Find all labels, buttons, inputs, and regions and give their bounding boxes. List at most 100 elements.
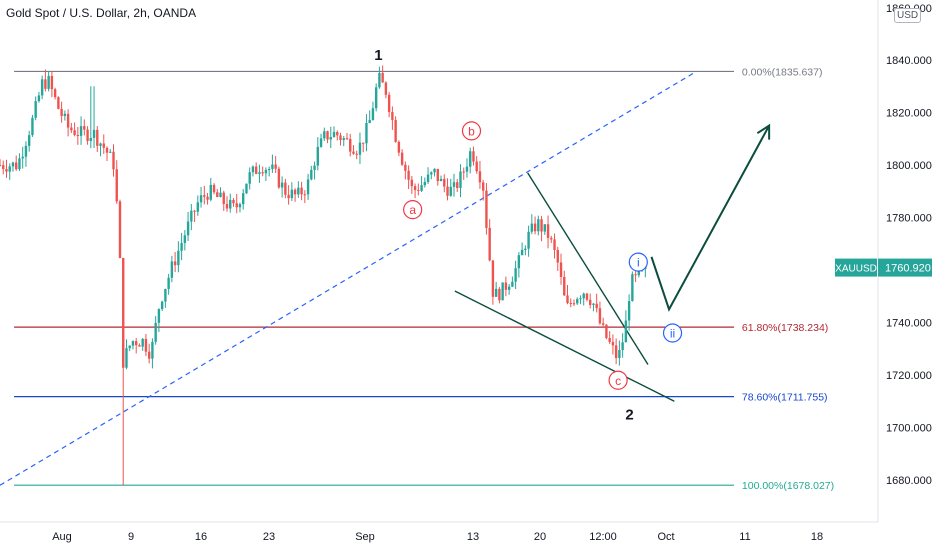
- candle-body: [449, 186, 452, 196]
- y-tick-label: 1840.000: [886, 55, 932, 67]
- candle-body: [8, 166, 11, 172]
- last-price-badge: [878, 258, 932, 277]
- candle-body: [138, 345, 141, 347]
- candle-body: [598, 308, 602, 324]
- candle-body: [475, 161, 478, 172]
- wave-label-b: b: [468, 124, 475, 138]
- candle-body: [439, 178, 443, 182]
- x-tick-label: 23: [263, 531, 275, 543]
- candle-body: [319, 138, 323, 147]
- candle-body: [222, 192, 225, 204]
- candle-body: [342, 138, 345, 141]
- candle-body: [287, 194, 290, 199]
- candle-body: [60, 108, 63, 116]
- candle-body: [524, 248, 527, 250]
- candle-body: [199, 195, 203, 203]
- candle-body: [381, 72, 384, 83]
- candle-body: [478, 171, 482, 183]
- candle-body: [112, 151, 115, 170]
- candle-body: [24, 145, 28, 157]
- candle-body: [494, 288, 498, 297]
- candle-body: [235, 203, 238, 208]
- candle-body: [92, 129, 96, 138]
- wave-label-1: 1: [374, 47, 382, 64]
- x-tick-label: 13: [467, 531, 479, 543]
- candle-body: [293, 189, 297, 195]
- candle-body: [420, 185, 423, 191]
- y-tick-label: 1700.000: [886, 423, 932, 435]
- candle-body: [572, 303, 576, 305]
- candle-body: [316, 146, 320, 166]
- candle-body: [332, 132, 336, 138]
- candle-body: [18, 158, 21, 170]
- candle-body: [183, 235, 187, 244]
- candle-body: [358, 142, 362, 155]
- candle-body: [144, 338, 148, 352]
- wave-label-ii: ii: [670, 327, 675, 341]
- candle-body: [313, 165, 316, 170]
- candle-body: [66, 113, 70, 128]
- candle-series: [0, 65, 647, 486]
- wave-circle: [662, 323, 683, 343]
- candle-body: [394, 120, 397, 142]
- wave-label-2: 2: [625, 407, 633, 424]
- candle-body: [238, 204, 242, 208]
- wedge-upper-line: [527, 172, 649, 365]
- x-tick-label: 11: [739, 531, 750, 543]
- candle-body: [546, 224, 550, 238]
- candle-body: [57, 97, 60, 109]
- candle-body: [413, 186, 417, 190]
- x-tick-label: 9: [128, 531, 134, 543]
- wedge-lower-line: [454, 290, 675, 402]
- candle-body: [621, 342, 624, 351]
- candle-body: [400, 152, 404, 165]
- candle-body: [569, 303, 572, 305]
- candle-body: [618, 350, 621, 359]
- candle-body: [27, 135, 31, 146]
- candle-body: [527, 231, 530, 249]
- candle-body: [326, 131, 329, 140]
- candle-body: [436, 168, 439, 182]
- candle-body: [391, 111, 394, 121]
- candle-body: [53, 89, 57, 98]
- candle-body: [79, 126, 83, 136]
- candle-body: [164, 288, 167, 302]
- candle-body: [543, 224, 547, 232]
- candle-body: [329, 137, 332, 140]
- x-tick-label: Oct: [657, 531, 674, 543]
- candle-body: [280, 182, 284, 188]
- wave-label-i: i: [637, 256, 640, 270]
- candle-body: [277, 168, 281, 188]
- candle-body: [96, 129, 99, 146]
- candle-body: [31, 117, 34, 136]
- y-tick-label: 1820.000: [886, 108, 932, 120]
- candle-body: [203, 195, 206, 197]
- candle-body: [212, 184, 216, 193]
- candle-body: [193, 210, 196, 212]
- candle-body: [637, 270, 641, 276]
- x-tick-label: 12:00: [589, 531, 617, 543]
- candle-body: [186, 221, 190, 236]
- candle-body: [297, 187, 300, 195]
- candle-body: [488, 227, 491, 261]
- currency-badge[interactable]: USD: [894, 8, 922, 23]
- y-tick-label: 1800.000: [886, 160, 932, 172]
- candle-body: [232, 199, 235, 204]
- candle-body: [216, 192, 219, 198]
- candle-body: [99, 143, 102, 146]
- candle-body: [0, 165, 2, 166]
- candle-body: [589, 299, 592, 305]
- candle-body: [225, 203, 229, 209]
- candle-body: [40, 79, 44, 96]
- candle-body: [284, 182, 287, 195]
- candle-body: [387, 94, 391, 112]
- candle-body: [154, 322, 157, 342]
- candle-body: [485, 190, 488, 228]
- y-tick-label: 1780.000: [886, 213, 932, 225]
- candle-body: [15, 162, 18, 170]
- candle-body: [345, 138, 349, 140]
- candle-body: [34, 101, 37, 118]
- candle-body: [446, 186, 449, 196]
- symbol-label: XAUUSD: [835, 264, 877, 275]
